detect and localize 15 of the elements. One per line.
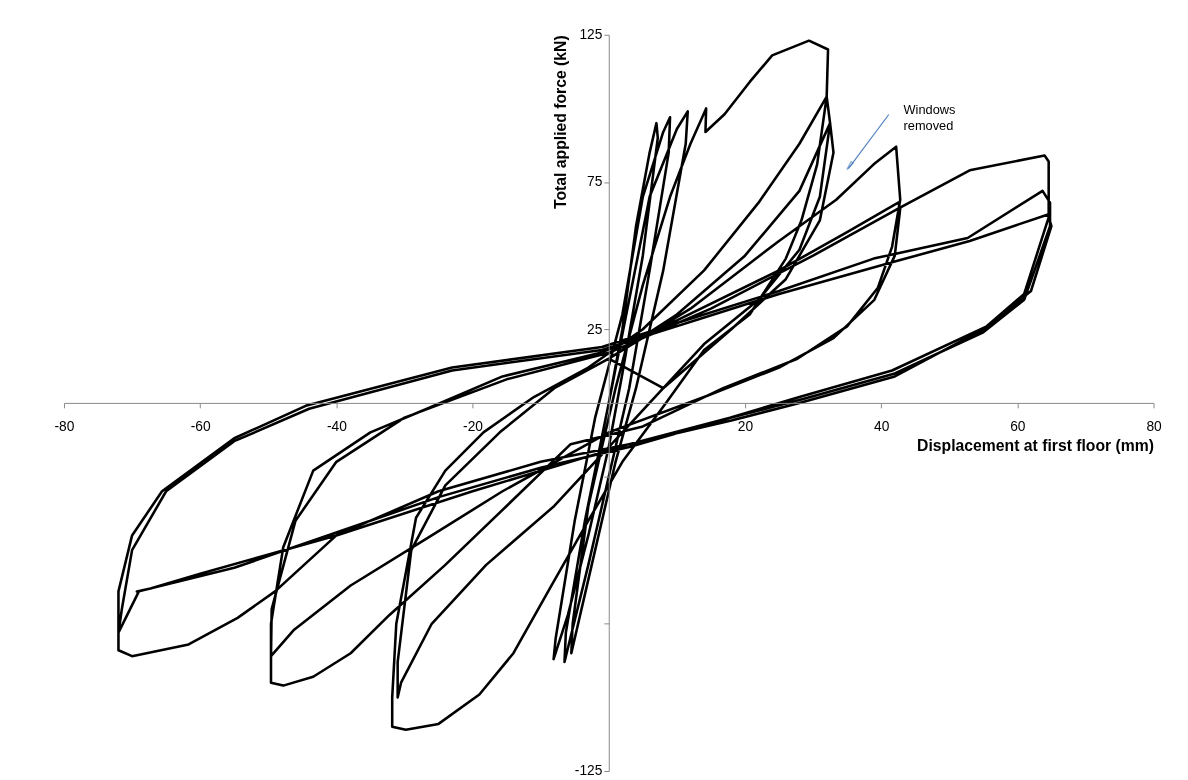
x-tick-label: 20: [737, 418, 754, 434]
x-tick-label: 80: [1146, 418, 1163, 434]
y-tick-label: 25: [587, 321, 603, 337]
x-tick-label: -40: [326, 418, 348, 434]
x-tick-label: -80: [54, 418, 75, 434]
y-tick-label: 75: [587, 174, 603, 190]
x-tick-label: -20: [463, 418, 484, 434]
y-tick-label: -125: [574, 763, 603, 779]
y-axis-title: Total applied force (kN): [551, 35, 569, 209]
y-tick-label: 125: [579, 27, 603, 43]
x-tick-label: 40: [873, 418, 890, 434]
x-axis-title: Displacement at first floor (mm): [917, 436, 1155, 454]
x-tick-label: 60: [1010, 418, 1026, 434]
x-tick-label: -60: [190, 418, 211, 434]
annotation: Windows removed: [903, 101, 956, 134]
